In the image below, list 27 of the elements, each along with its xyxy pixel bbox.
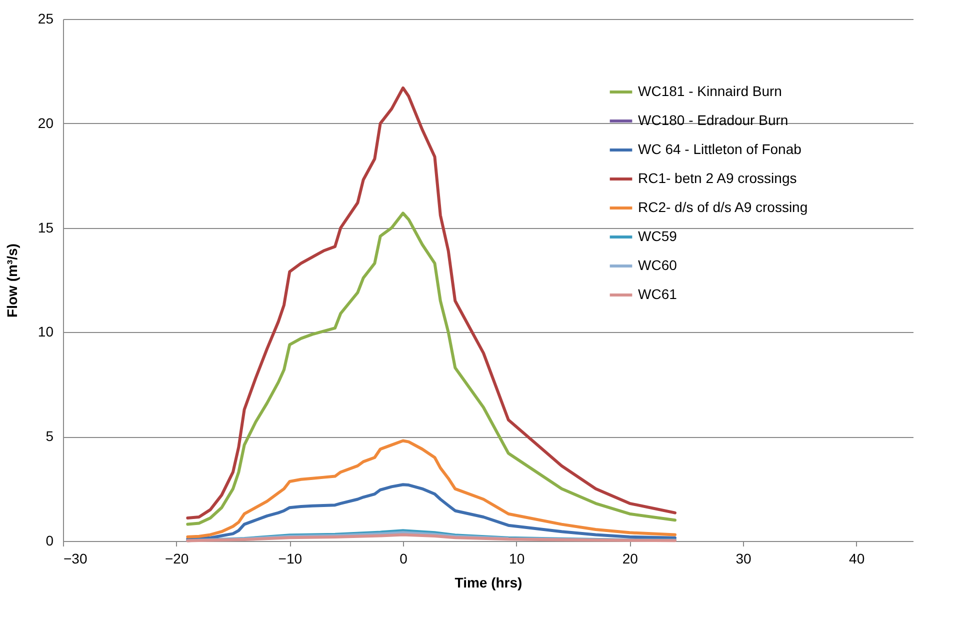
x-tick-label: 0 <box>400 550 408 566</box>
x-tick-label: 30 <box>736 550 752 566</box>
legend-label: WC180 - Edradour Burn <box>638 112 788 128</box>
legend-label: WC61 <box>638 286 678 302</box>
x-axis-title: Time (hrs) <box>454 574 522 590</box>
y-tick-label: 25 <box>38 10 54 26</box>
legend-label: RC1- betn 2 A9 crossings <box>638 170 797 186</box>
y-tick-label: 20 <box>38 114 54 131</box>
x-tick-label: −20 <box>164 550 189 566</box>
legend-label: WC 64 - Littleton of Fonab <box>638 141 802 157</box>
y-tick-label: 0 <box>46 532 54 548</box>
y-tick-label: 10 <box>38 324 54 340</box>
y-axis-title: Flow (m³/s) <box>4 244 20 318</box>
x-tick-label: −30 <box>64 550 88 566</box>
line-series <box>186 439 676 538</box>
legend-label: WC60 <box>638 257 678 273</box>
x-tick-label: 10 <box>509 550 525 566</box>
y-tick-label: 5 <box>46 428 54 444</box>
x-tick-label: −10 <box>278 550 302 566</box>
line-series <box>186 212 676 526</box>
x-tick-label: 20 <box>622 550 638 566</box>
legend-label: WC181 - Kinnaird Burn <box>638 83 782 99</box>
line-series <box>186 483 676 540</box>
y-tick-label: 15 <box>38 219 54 236</box>
legend-label: RC2- d/s of d/s A9 crossing <box>638 199 808 215</box>
x-tick-label: 40 <box>849 550 865 566</box>
legend-label: WC59 <box>638 228 678 244</box>
